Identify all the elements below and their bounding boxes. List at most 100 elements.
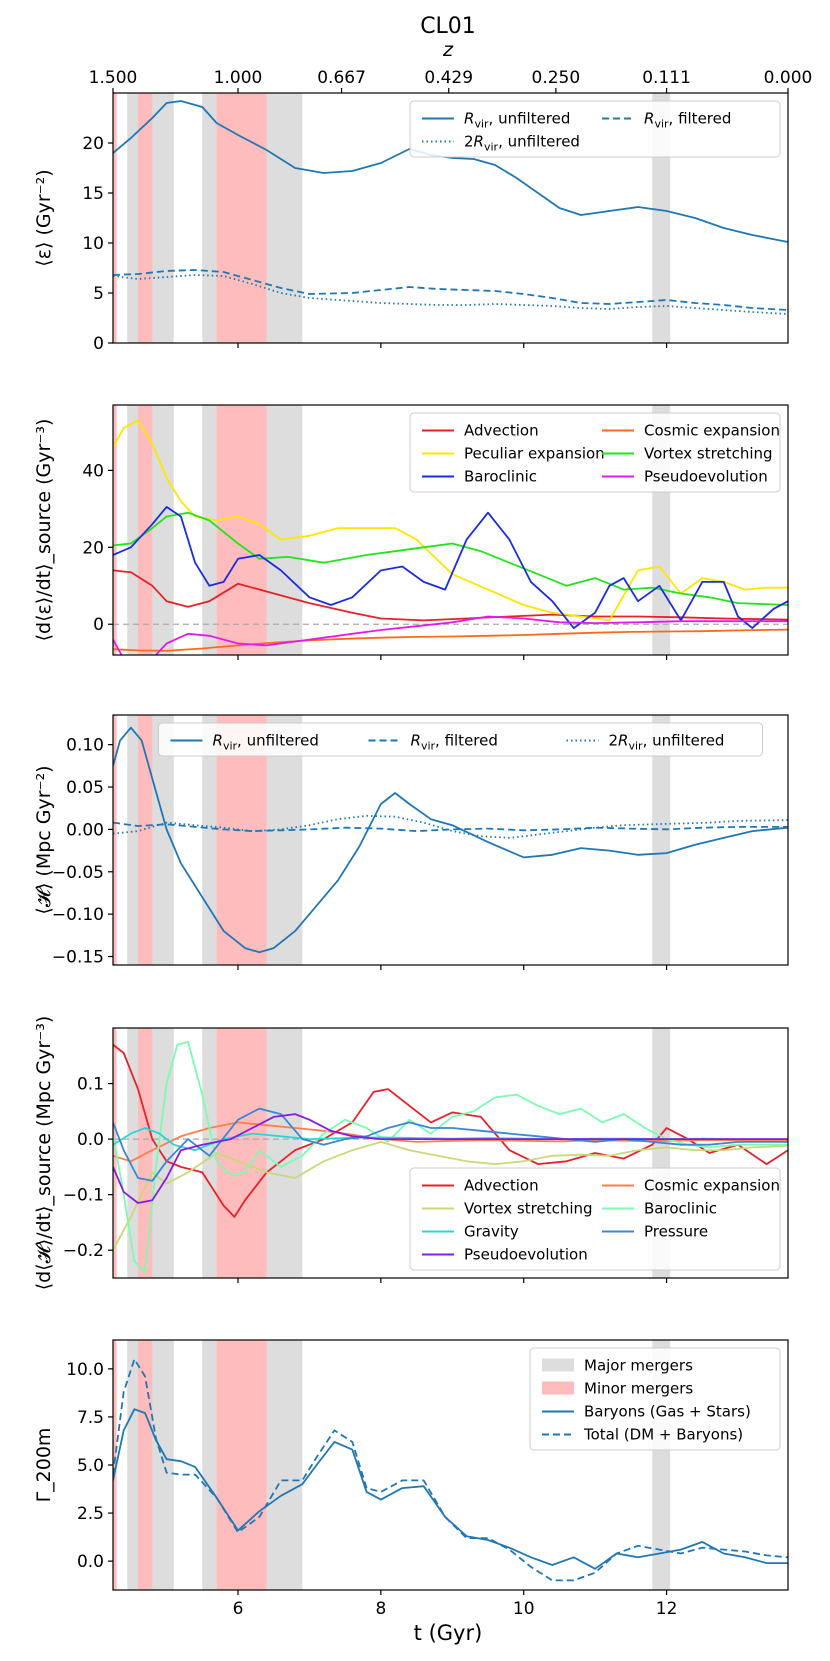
legend-swatch: [542, 1381, 574, 1395]
y-tick-label: 5: [93, 284, 104, 304]
legend-label: Rvir, filtered: [644, 110, 731, 131]
y-tick-label: 5.0: [77, 1456, 104, 1476]
y-tick-label: 0.0: [77, 1130, 104, 1150]
legend-label: Pressure: [644, 1223, 708, 1241]
series-line-pseudoevolution: [113, 615, 788, 655]
x-tick-label: 10: [513, 1599, 535, 1619]
major-merger-band: [652, 715, 671, 965]
minor-merger-band: [113, 1028, 117, 1278]
legend-label: Baroclinic: [464, 468, 537, 486]
y-tick-label: 0: [93, 334, 104, 354]
major-merger-band: [266, 93, 303, 343]
axes-frame: [112, 404, 789, 656]
legend-label: Rvir, filtered: [411, 732, 498, 753]
legend-label: Minor mergers: [584, 1380, 693, 1398]
top-tick-label: 0.000: [764, 68, 813, 88]
y-tick-label: 15: [82, 184, 104, 204]
series-line-pseudoevolution: [113, 1113, 788, 1204]
legend-label: 2Rvir, unfiltered: [464, 133, 580, 154]
y-tick-label: 2.5: [77, 1504, 104, 1524]
legend-box: [409, 100, 781, 158]
series-line-pressure: [113, 1107, 788, 1182]
legend-label: Baryons (Gas + Stars): [584, 1403, 751, 1421]
minor-merger-band: [113, 93, 117, 343]
minor-merger-band: [216, 405, 267, 655]
legend-label: Vortex stretching: [464, 1200, 593, 1218]
panel-5: 0.0 2.5 5.0 7.5 10.0 6 8 10 12 Γ_200m Major merger…: [33, 1339, 789, 1619]
legend-label: Pseudoevolution: [464, 1246, 588, 1264]
major-merger-band: [266, 715, 303, 965]
series-line-baryons-gas-stars-: [113, 1408, 788, 1570]
series-line-vortex-stretching: [113, 1141, 788, 1251]
y-tick-label: −0.15: [52, 948, 104, 968]
major-merger-band: [266, 1028, 303, 1278]
panel-4: −0.2 −0.1 0.0 0.1 ⟨d⟨𝓗⟩/dt⟩_source (Mpc Gyr⁻…: [33, 1016, 789, 1290]
y-tick-label: 0.1: [77, 1075, 104, 1095]
minor-merger-band: [113, 1340, 117, 1590]
minor-merger-band: [138, 405, 153, 655]
series-line-baroclinic: [113, 1041, 788, 1274]
panel-3: −0.15 −0.10 −0.05 0.00 0.05 0.10 ⟨𝓗⟩ (Mpc Gyr⁻…: [33, 714, 789, 970]
y-tick-label: 7.5: [77, 1408, 104, 1428]
y-tick-label: −0.2: [63, 1241, 104, 1261]
series-line-vortex-stretching: [113, 511, 788, 606]
legend: Rvir, unfiltered Rvir, filtered 2Rvir, unf…: [409, 100, 781, 158]
y-tick-label: 0.10: [66, 736, 104, 756]
top-tick-label: 1.000: [214, 68, 263, 88]
top-tick-label: 0.429: [424, 68, 473, 88]
y-axis-label: Γ_200m: [33, 1428, 55, 1503]
y-tick-label: 40: [82, 461, 104, 481]
legend-label: Advection: [464, 1177, 539, 1195]
legend: Advection Cosmic expansion Vortex stretchi…: [409, 1167, 781, 1271]
panels: 1.500 1.000 0.667 0.429 0.250 0.111 0.00005101…: [33, 68, 812, 1619]
legend-label: Cosmic expansion: [644, 422, 780, 440]
minor-merger-band: [113, 715, 117, 965]
major-merger-band: [202, 1028, 217, 1278]
minor-merger-band: [216, 1340, 267, 1590]
y-tick-label: 0: [93, 615, 104, 635]
legend-label: Gravity: [464, 1223, 519, 1241]
legend-box: [529, 1347, 781, 1451]
top-tick-label: 0.667: [317, 68, 366, 88]
x-tick-label: 12: [656, 1599, 678, 1619]
legend-label: Rvir, unfiltered: [464, 110, 570, 131]
y-tick-label: 10: [82, 234, 104, 254]
top-axis-label: z: [442, 39, 454, 61]
series-line-2r-vir-unfiltered: [113, 274, 788, 315]
y-tick-label: −0.10: [52, 905, 104, 925]
axes-frame: [112, 1027, 789, 1279]
legend-label: 2Rvir, unfiltered: [609, 732, 725, 753]
x-axis-label: t (Gyr): [414, 1621, 483, 1645]
panel-2: 0 20 40 ⟨d⟨ε⟩/dt⟩_source (Gyr⁻³) Advection Co…: [33, 404, 789, 660]
series-line-baroclinic: [113, 505, 788, 629]
minor-merger-band: [216, 715, 267, 965]
y-axis-label: ⟨ε⟩ (Gyr⁻²): [33, 169, 55, 266]
legend-swatch: [542, 1358, 574, 1372]
y-tick-label: −0.1: [63, 1186, 104, 1206]
figure-title: CL01: [420, 14, 476, 39]
series-line-peculiar-expansion: [113, 419, 788, 622]
legend-label: Total (DM + Baryons): [583, 1426, 743, 1444]
top-tick-label: 1.500: [89, 68, 138, 88]
x-tick-label: 6: [233, 1599, 244, 1619]
top-tick-label: 0.250: [532, 68, 581, 88]
legend-label: Rvir, unfiltered: [213, 732, 319, 753]
top-tick-label: 0.111: [642, 68, 691, 88]
y-tick-label: −0.05: [52, 863, 104, 883]
series-line-r-vir-filtered: [113, 269, 788, 311]
major-merger-band: [266, 1340, 303, 1590]
y-tick-label: 0.05: [66, 778, 104, 798]
x-tick-label: 8: [375, 1599, 386, 1619]
legend-label: Peculiar expansion: [464, 445, 605, 463]
y-tick-label: 0.0: [77, 1552, 104, 1572]
legend-label: Major mergers: [584, 1357, 693, 1375]
minor-merger-band: [138, 1340, 153, 1590]
legend-label: Baroclinic: [644, 1200, 717, 1218]
legend-box: [158, 722, 763, 757]
series-line-r-vir-unfiltered: [113, 726, 788, 954]
legend-label: Cosmic expansion: [644, 1177, 780, 1195]
series-line-advection: [113, 1043, 788, 1218]
major-merger-band: [202, 93, 217, 343]
y-tick-label: 0.00: [66, 820, 104, 840]
